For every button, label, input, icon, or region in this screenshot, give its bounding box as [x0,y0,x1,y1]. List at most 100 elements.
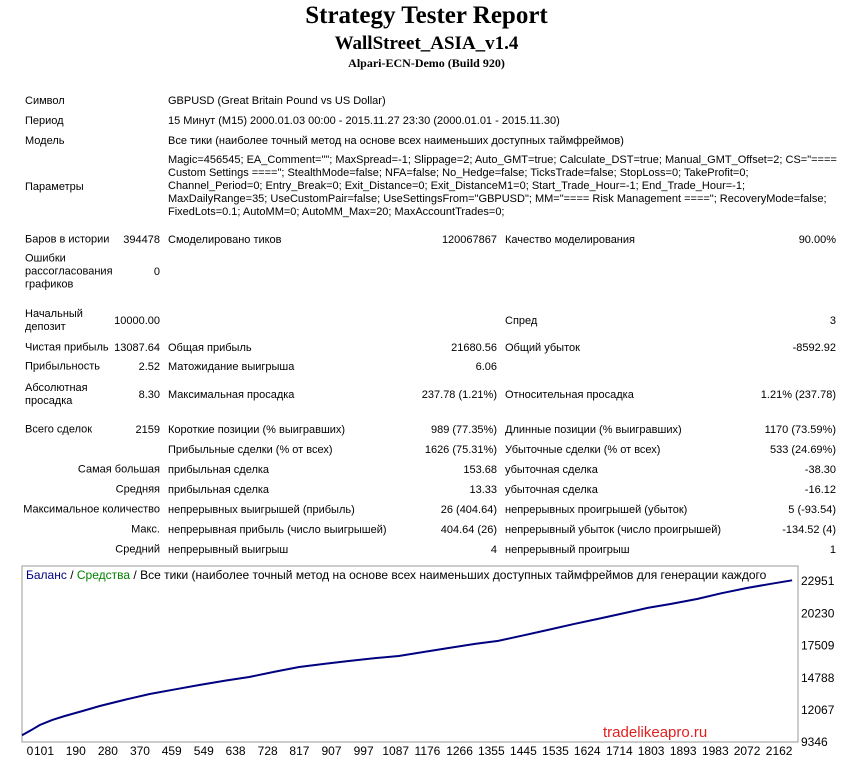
stat-value: 237.78 (1.21%) [421,389,497,401]
info-value: GBPUSD (Great Britain Pound vs US Dollar… [168,95,386,107]
stat-label: Максимальное количество [23,503,160,516]
stat-value: 4 [490,544,497,556]
stat-value: 2.52 [138,361,160,373]
stat-label: прибыльная сделка [168,464,270,476]
x-tick-label: 459 [162,744,182,758]
x-tick-label: 817 [289,744,309,758]
subtitle: WallStreet_ASIA_v1.4 [334,33,519,54]
x-tick-label: 1624 [574,744,601,758]
stat-label: Начальный депозит [25,308,83,333]
stat-label: Самая большая [77,463,160,476]
stat-label: Общая прибыль [168,342,252,354]
y-tick-label: 9346 [801,735,828,749]
stat-label: Короткие позиции (% выигравших) [168,424,346,436]
param-line: FixedLots=0.1; AutoMM=0; AutoMM_Max=20; … [168,206,505,218]
stat-label: Прибыльность [25,360,100,373]
x-tick-label: 1893 [670,744,697,758]
stat-label: Прибыльные сделки (% от всех) [168,444,333,456]
x-tick-label: 1087 [382,744,409,758]
stat-label: Средний [115,543,160,556]
stat-value: 21680.56 [451,342,497,354]
plot-frame [21,565,799,743]
stat-label: непрерывный проигрыш [505,544,630,556]
stat-value: 13.33 [469,484,497,496]
x-tick-label: 728 [258,744,278,758]
info-label: Символ [25,95,65,107]
y-tick-label: 20230 [801,606,835,620]
stat-label: Средняя [115,483,160,496]
legend-entry: Баланс [26,568,67,582]
stat-value: 1.21% (237.78) [760,389,836,401]
x-tick-label: 280 [98,744,118,758]
stat-label: Чистая прибыль [25,341,109,354]
stat-value: 10000.00 [114,315,160,327]
stat-value: 1626 (75.31%) [424,444,497,456]
y-tick-label: 17509 [801,639,835,653]
stat-value: 153.68 [463,464,497,476]
x-tick-label: 549 [194,744,214,758]
x-tick-label: 1803 [638,744,665,758]
stat-value: 3 [829,315,836,327]
stat-label: Качество моделирования [505,234,635,246]
info-value: Все тики (наиболее точный метод на основ… [168,135,624,147]
legend-entry: Средства [76,568,131,582]
param-line: Channel_Period=0; Entry_Break=0; Exit_Di… [168,180,746,192]
x-tick-label: 1445 [510,744,537,758]
stat-label: убыточная сделка [505,464,598,476]
x-tick-label: 907 [321,744,341,758]
stat-label: непрерывных проигрышей (убыток) [505,504,688,516]
stat-label: Матожидание выигрыша [168,361,295,373]
x-tick-label: 370 [130,744,150,758]
info-value: 15 Минут (M15) 2000.01.03 00:00 - 2015.1… [168,115,560,127]
title: Strategy Tester Report [305,2,548,29]
info-label: Модель [25,135,65,147]
stat-label: Спред [505,315,538,327]
info-label: Параметры [25,181,84,193]
info-label: Период [25,115,64,127]
stat-value: 0 [153,266,160,278]
x-tick-label: 997 [354,744,374,758]
stat-label: Макс. [131,523,160,536]
x-tick-label: 2162 [766,744,793,758]
x-tick-label: 1535 [542,744,569,758]
stat-value: -134.52 (4) [782,524,836,536]
stat-label: непрерывных выигрышей (прибыль) [168,504,355,516]
y-tick-label: 22951 [801,574,835,588]
x-tick-label: 1355 [478,744,505,758]
stat-label: Абсолютная просадка [25,382,88,407]
stat-value: 90.00% [798,234,836,246]
stat-value: 533 (24.69%) [769,444,836,456]
legend-sep: / [66,568,77,582]
stat-label: Смоделировано тиков [168,234,282,246]
watermark: tradelikeapro.ru [603,724,707,741]
chart-title: Все тики (наиболее точный метод на основ… [140,568,767,582]
stat-label: Ошибки рассогласования графиков [25,252,113,291]
param-line: Custom Settings ===="; StealthMode=false… [168,167,749,179]
param-line: MaxDailyRange=35; UseCustomPair=false; U… [168,193,827,205]
x-tick-label: 1983 [702,744,729,758]
stat-label: Всего сделок [25,423,93,436]
stat-label: Общий убыток [505,342,580,354]
stat-value: -38.30 [804,464,836,476]
y-tick-label: 12067 [801,703,835,717]
stat-label: Максимальная просадка [168,389,295,401]
y-tick-label: 14788 [801,671,835,685]
x-tick-label: 638 [226,744,246,758]
stat-value: -16.12 [804,484,836,496]
stat-value: 1 [829,544,836,556]
stat-value: 394478 [123,234,160,246]
balance-line [21,579,793,737]
stat-label: убыточная сделка [505,484,598,496]
stat-value: -8592.92 [792,342,836,354]
stat-value: 13087.64 [114,342,160,354]
stat-value: 6.06 [475,361,497,373]
stat-value: 1170 (73.59%) [764,424,836,436]
stat-value: 120067867 [441,234,497,246]
x-tick-label: 101 [34,744,54,758]
x-tick-label: 0 [27,744,34,758]
stat-value: 26 (404.64) [440,504,497,516]
stat-label: непрерывная прибыль (число выигрышей) [168,524,387,536]
x-tick-label: 1266 [446,744,473,758]
